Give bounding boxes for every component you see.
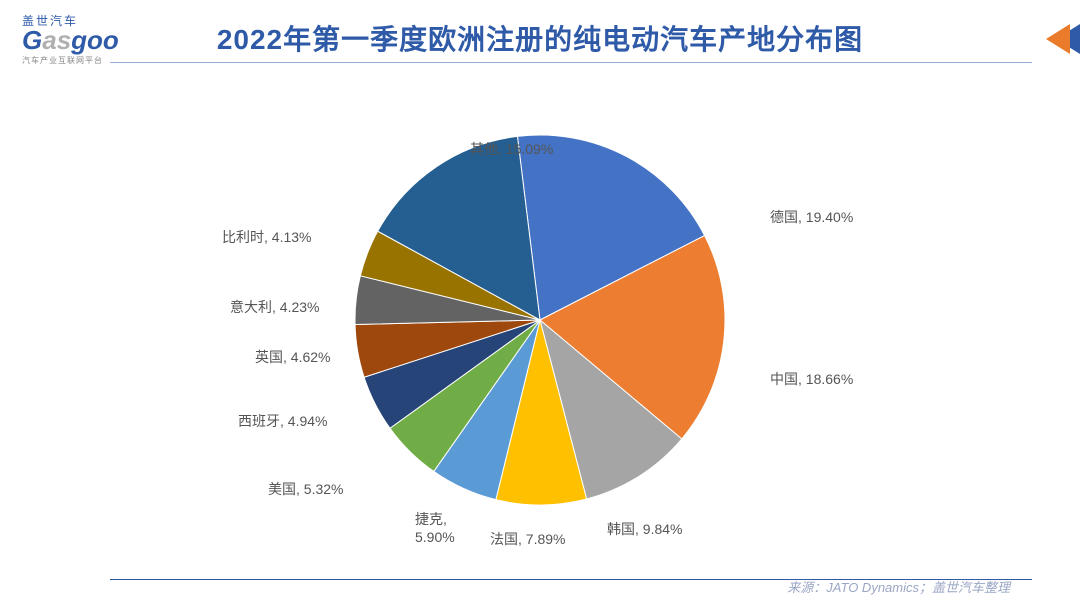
- slice-label: 中国, 18.66%: [770, 370, 853, 388]
- slice-label: 美国, 5.32%: [268, 480, 343, 498]
- pie-chart: 德国, 19.40% 中国, 18.66% 韩国, 9.84% 法国, 7.89% 捷克…: [0, 80, 1080, 560]
- slice-label: 韩国, 9.84%: [607, 520, 682, 538]
- slice-label: 比利时, 4.13%: [222, 228, 311, 246]
- slice-label: 英国, 4.62%: [255, 348, 330, 366]
- slice-label: 其他, 15.09%: [470, 140, 553, 158]
- source-text: 来源：JATO Dynamics；盖世汽车整理: [787, 577, 1010, 596]
- slice-label: 德国, 19.40%: [770, 208, 853, 226]
- slice-label: 法国, 7.89%: [490, 530, 565, 548]
- slice-label: 意大利, 4.23%: [230, 298, 319, 316]
- title-underline: [110, 62, 1032, 63]
- slice-label: 捷克, 5.90%: [415, 510, 455, 546]
- page-title: 2022年第一季度欧洲注册的纯电动汽车产地分布图: [0, 18, 1080, 58]
- slice-label: 西班牙, 4.94%: [238, 412, 327, 430]
- header: 盖世汽车 Gasgoo 汽车产业互联网平台 2022年第一季度欧洲注册的纯电动汽…: [0, 0, 1080, 70]
- corner-arrow-icon: [1032, 22, 1080, 56]
